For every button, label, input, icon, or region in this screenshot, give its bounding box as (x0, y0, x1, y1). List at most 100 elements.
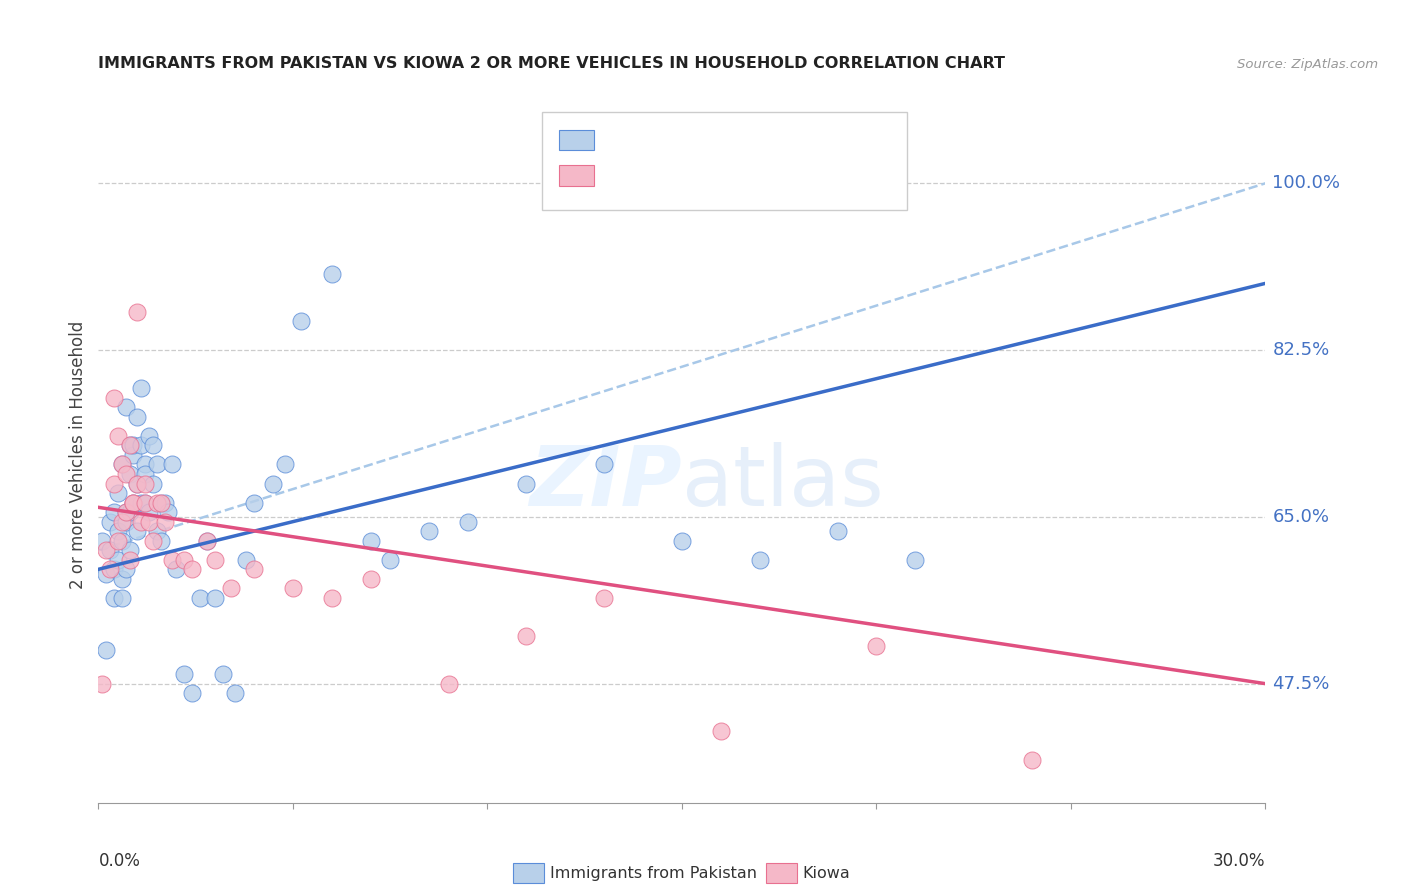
Text: 30.0%: 30.0% (1213, 852, 1265, 870)
Text: 65.0%: 65.0% (1272, 508, 1330, 526)
Point (146, 524, 169, 538)
Point (173, 553, 195, 567)
Point (360, 572, 382, 586)
Point (212, 667, 235, 681)
Point (107, 429, 129, 443)
Text: N = 41: N = 41 (720, 163, 787, 181)
Text: 100.0%: 100.0% (1272, 174, 1340, 193)
Point (165, 562, 187, 576)
Point (122, 448, 145, 462)
Text: 0.0%: 0.0% (98, 852, 141, 870)
Point (195, 533, 218, 548)
Point (671, 533, 693, 548)
Text: 82.5%: 82.5% (1272, 341, 1330, 359)
Point (103, 591, 125, 605)
Point (98, 562, 121, 576)
Point (243, 562, 266, 576)
Point (153, 495, 176, 509)
Point (418, 524, 440, 538)
Point (142, 438, 165, 452)
Point (111, 591, 134, 605)
Point (118, 553, 141, 567)
Point (96, 543, 118, 558)
Point (593, 591, 616, 605)
Point (827, 524, 849, 538)
Point (865, 639, 887, 653)
Point (96, 643, 118, 657)
Point (127, 409, 149, 424)
Point (188, 591, 211, 605)
Point (91, 533, 114, 548)
Point (515, 629, 537, 643)
Point (142, 533, 165, 548)
Point (111, 572, 134, 586)
Point (114, 467, 136, 481)
Point (457, 515, 479, 529)
Point (1021, 753, 1043, 767)
Point (180, 562, 202, 576)
Text: IMMIGRANTS FROM PAKISTAN VS KIOWA 2 OR MORE VEHICLES IN HOUSEHOLD CORRELATION CH: IMMIGRANTS FROM PAKISTAN VS KIOWA 2 OR M… (98, 56, 1005, 71)
Point (98, 515, 121, 529)
Point (107, 486, 129, 500)
Point (134, 495, 156, 509)
Point (134, 476, 156, 491)
Point (118, 467, 141, 481)
Point (134, 458, 156, 472)
Point (129, 515, 152, 529)
Point (111, 458, 134, 472)
Text: R =  0.398: R = 0.398 (600, 128, 697, 145)
Point (195, 533, 218, 548)
Point (162, 458, 184, 472)
Point (224, 686, 246, 700)
Point (142, 476, 165, 491)
Point (437, 676, 460, 690)
Point (710, 724, 733, 739)
Text: 47.5%: 47.5% (1272, 674, 1330, 693)
Text: Kiowa: Kiowa (803, 866, 851, 880)
Y-axis label: 2 or more Vehicles in Household: 2 or more Vehicles in Household (69, 321, 87, 589)
Point (111, 515, 134, 529)
Text: ZIP: ZIP (529, 442, 682, 524)
Point (274, 458, 297, 472)
Point (107, 524, 129, 538)
Text: Immigrants from Pakistan: Immigrants from Pakistan (550, 866, 756, 880)
Point (103, 562, 125, 576)
Point (204, 591, 226, 605)
Point (114, 401, 136, 415)
Point (149, 495, 172, 509)
Point (107, 553, 129, 567)
Point (153, 515, 176, 529)
Point (122, 438, 145, 452)
Point (127, 476, 149, 491)
Point (173, 667, 195, 681)
Point (127, 305, 149, 319)
Point (107, 533, 129, 548)
Point (262, 476, 284, 491)
Point (114, 505, 136, 519)
Point (321, 591, 343, 605)
Point (290, 314, 312, 328)
Point (378, 553, 402, 567)
Point (114, 562, 136, 576)
Point (122, 495, 145, 509)
Text: N = 70: N = 70 (720, 128, 787, 145)
Point (138, 505, 160, 519)
Point (96, 567, 118, 582)
Point (360, 533, 382, 548)
Point (118, 438, 141, 452)
Point (138, 515, 160, 529)
Point (127, 524, 149, 538)
Point (129, 381, 152, 395)
Text: atlas: atlas (682, 442, 883, 524)
Point (162, 553, 184, 567)
Point (129, 495, 152, 509)
Text: Source: ZipAtlas.com: Source: ZipAtlas.com (1237, 58, 1378, 71)
Point (281, 582, 304, 596)
Point (146, 458, 169, 472)
Point (118, 543, 141, 558)
Point (157, 505, 180, 519)
Point (904, 553, 927, 567)
Point (98, 543, 121, 558)
Point (149, 533, 172, 548)
Point (103, 391, 125, 405)
